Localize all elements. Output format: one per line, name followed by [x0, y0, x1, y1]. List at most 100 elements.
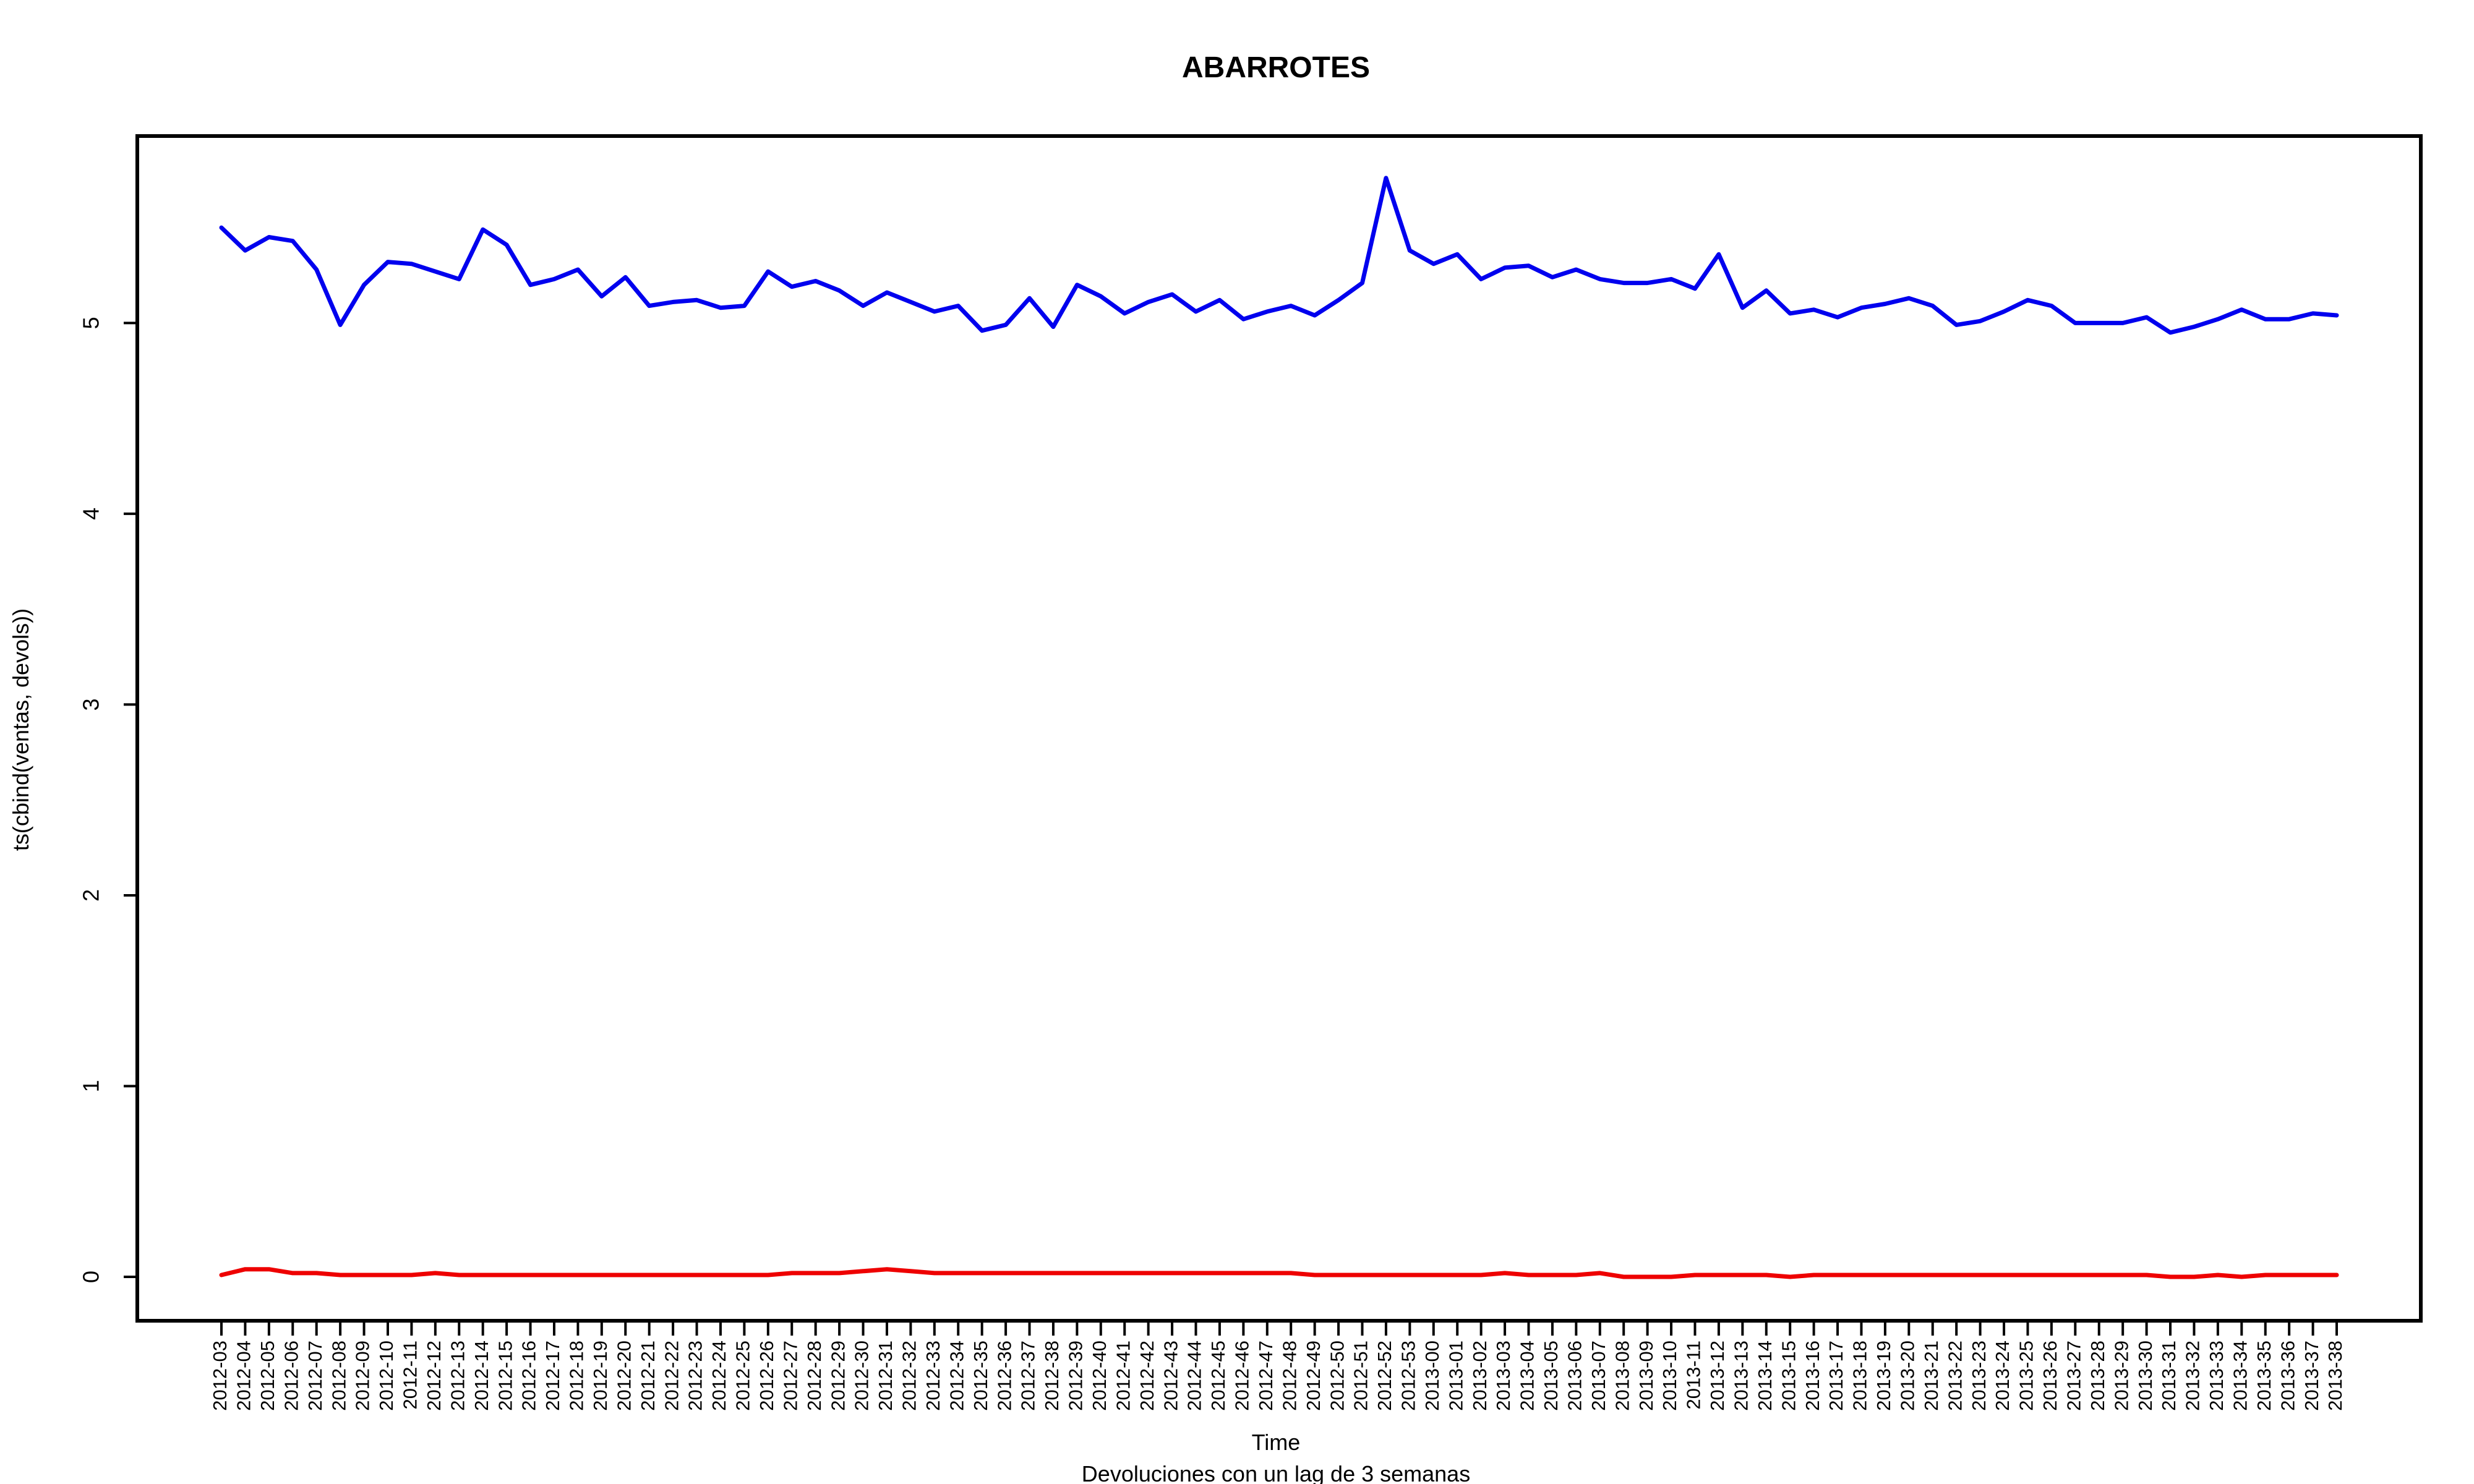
x-tick-label: 2013-29 [2110, 1341, 2132, 1411]
x-tick-label: 2013-06 [1564, 1341, 1586, 1411]
x-tick-label: 2013-20 [1897, 1341, 1919, 1411]
x-tick-label: 2013-01 [1445, 1341, 1466, 1411]
x-tick-label: 2013-10 [1659, 1341, 1680, 1411]
x-tick-label: 2012-06 [280, 1341, 302, 1411]
x-tick-label: 2012-50 [1326, 1341, 1348, 1411]
x-tick-label: 2013-04 [1517, 1341, 1538, 1411]
y-tick-label: 4 [79, 508, 104, 520]
x-tick-label: 2013-27 [2063, 1341, 2084, 1411]
x-tick-label: 2012-10 [375, 1341, 397, 1411]
x-tick-label: 2012-43 [1160, 1341, 1181, 1411]
x-tick-label: 2012-24 [708, 1341, 730, 1411]
x-tick-label: 2012-21 [637, 1341, 659, 1411]
x-tick-label: 2012-35 [970, 1341, 991, 1411]
x-tick-label: 2013-08 [1611, 1341, 1633, 1411]
x-tick-label: 2012-27 [779, 1341, 801, 1411]
x-tick-label: 2013-17 [1825, 1341, 1847, 1411]
x-tick-label: 2013-24 [1992, 1341, 2013, 1411]
x-tick-label: 2012-09 [352, 1341, 374, 1411]
x-tick-label: 2013-38 [2324, 1341, 2346, 1411]
x-tick-label: 2012-41 [1112, 1341, 1134, 1411]
y-tick-label: 5 [79, 317, 104, 329]
x-tick-label: 2012-46 [1231, 1341, 1253, 1411]
x-tick-label: 2012-20 [613, 1341, 635, 1411]
y-tick-label: 0 [79, 1271, 104, 1283]
x-axis: 2012-03 2012-04 2012-05 2012-06 2012-07 2012-… [209, 1320, 2346, 1411]
x-tick-label: 2012-32 [899, 1341, 920, 1411]
x-tick-label: 2012-26 [756, 1341, 777, 1411]
x-tick-label: 2013-36 [2277, 1341, 2298, 1411]
x-tick-label: 2012-45 [1207, 1341, 1229, 1411]
x-tick-label: 2012-15 [494, 1341, 516, 1411]
x-tick-label: 2013-26 [2039, 1341, 2061, 1411]
x-axis-label: Time [1252, 1430, 1301, 1455]
x-tick-label: 2012-17 [542, 1341, 563, 1411]
x-tick-label: 2013-14 [1754, 1341, 1776, 1411]
x-tick-label: 2012-04 [233, 1341, 255, 1411]
y-axis-label: ts(cbind(ventas, devols)) [8, 608, 33, 851]
x-tick-label: 2012-33 [922, 1341, 944, 1411]
x-tick-label: 2012-39 [1065, 1341, 1087, 1411]
x-tick-label: 2012-36 [993, 1341, 1015, 1411]
x-tick-label: 2012-08 [328, 1341, 349, 1411]
x-tick-label: 2012-03 [209, 1341, 231, 1411]
x-tick-label: 2013-32 [2182, 1341, 2204, 1411]
x-tick-label: 2012-51 [1350, 1341, 1372, 1411]
x-tick-label: 2012-05 [257, 1341, 278, 1411]
x-tick-label: 2012-23 [685, 1341, 706, 1411]
x-tick-label: 2012-14 [471, 1341, 492, 1411]
x-tick-label: 2013-12 [1706, 1341, 1728, 1411]
x-tick-label: 2013-30 [2134, 1341, 2156, 1411]
x-tick-label: 2012-19 [589, 1341, 611, 1411]
x-tick-label: 2013-05 [1540, 1341, 1562, 1411]
x-tick-label: 2012-31 [875, 1341, 896, 1411]
x-tick-label: 2013-22 [1944, 1341, 1966, 1411]
x-tick-label: 2013-15 [1778, 1341, 1799, 1411]
x-tick-label: 2013-34 [2229, 1341, 2251, 1411]
x-tick-label: 2013-33 [2206, 1341, 2227, 1411]
y-tick-label: 2 [79, 889, 104, 902]
x-tick-label: 2012-28 [803, 1341, 825, 1411]
x-tick-label: 2013-31 [2158, 1341, 2180, 1411]
x-tick-label: 2013-21 [1920, 1341, 1942, 1411]
y-axis: 0 1 2 3 4 5 [79, 317, 139, 1283]
series-layer [219, 176, 2339, 1279]
x-tick-label: 2012-22 [661, 1341, 682, 1411]
x-tick-label: 2012-52 [1374, 1341, 1395, 1411]
x-tick-label: 2012-38 [1041, 1341, 1063, 1411]
x-tick-label: 2013-35 [2253, 1341, 2275, 1411]
x-tick-label: 2013-03 [1492, 1341, 1514, 1411]
x-tick-label: 2012-49 [1303, 1341, 1324, 1411]
x-tick-label: 2013-25 [2016, 1341, 2037, 1411]
y-tick-label: 1 [79, 1080, 104, 1092]
x-tick-label: 2012-16 [518, 1341, 540, 1411]
x-tick-label: 2013-28 [2087, 1341, 2108, 1411]
x-tick-label: 2013-19 [1873, 1341, 1894, 1411]
x-tick-label: 2013-16 [1802, 1341, 1823, 1411]
chart-subtitle: Devoluciones con un lag de 3 semanas [1082, 1461, 1470, 1484]
x-tick-label: 2013-37 [2301, 1341, 2322, 1411]
x-tick-label: 2012-44 [1184, 1341, 1205, 1411]
x-tick-label: 2012-18 [566, 1341, 588, 1411]
series-line-1 [219, 176, 2339, 335]
x-tick-label: 2012-13 [447, 1341, 468, 1411]
x-tick-label: 2012-07 [304, 1341, 326, 1411]
x-tick-label: 2013-13 [1731, 1341, 1752, 1411]
x-tick-label: 2013-18 [1849, 1341, 1871, 1411]
y-tick-label: 3 [79, 698, 104, 710]
x-tick-label: 2012-48 [1278, 1341, 1300, 1411]
x-tick-label: 2012-12 [423, 1341, 445, 1411]
x-tick-label: 2012-40 [1089, 1341, 1110, 1411]
x-tick-label: 2012-37 [1017, 1341, 1039, 1411]
x-tick-label: 2013-09 [1635, 1341, 1657, 1411]
x-tick-label: 2012-25 [732, 1341, 754, 1411]
x-tick-label: 2012-34 [946, 1341, 967, 1411]
x-tick-label: 2013-02 [1469, 1341, 1491, 1411]
x-tick-label: 2012-47 [1255, 1341, 1277, 1411]
x-tick-label: 2013-11 [1683, 1341, 1705, 1409]
x-tick-label: 2012-53 [1398, 1341, 1419, 1411]
series-line-2 [219, 1267, 2339, 1279]
chart-title: ABARROTES [1182, 51, 1370, 84]
x-tick-label: 2013-23 [1968, 1341, 1990, 1411]
